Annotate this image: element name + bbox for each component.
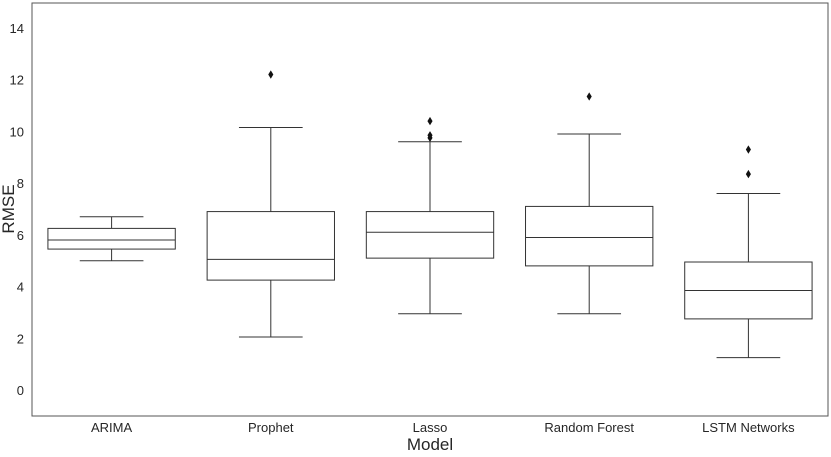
box-group [365, 116, 495, 315]
box-series [47, 70, 813, 359]
box-group [47, 216, 176, 262]
box-iqr [206, 211, 335, 281]
box-group [206, 70, 335, 338]
y-tick-label: 2 [17, 331, 24, 346]
outlier-point [745, 145, 751, 154]
x-axis-title: Model [407, 435, 453, 454]
outlier-point [427, 131, 433, 140]
y-tick-label: 8 [17, 176, 24, 191]
x-tick-label: Lasso [413, 420, 448, 435]
x-tick-label: ARIMA [91, 420, 133, 435]
box-iqr [47, 227, 176, 250]
outlier-point [745, 169, 751, 179]
y-tick-label: 14 [10, 21, 24, 36]
box-group [525, 92, 654, 315]
box-group [684, 145, 813, 359]
y-axis-title: RMSE [0, 184, 18, 233]
y-tick-label: 6 [17, 228, 24, 243]
x-tick-label: Random Forest [544, 420, 634, 435]
outlier-point [268, 70, 274, 79]
y-tick-label: 4 [17, 280, 24, 295]
plot-frame [31, 2, 829, 417]
box-iqr [525, 205, 654, 267]
y-tick-label: 0 [17, 383, 24, 398]
outlier-point [427, 116, 433, 126]
y-tick-label: 10 [10, 124, 24, 139]
x-tick-label: LSTM Networks [702, 420, 795, 435]
x-tick-labels: ARIMA Prophet Lasso Random Forest LSTM Netwo… [91, 420, 795, 435]
box-iqr [365, 211, 495, 259]
outlier-point [586, 92, 592, 101]
y-tick-labels: 0 2 4 6 8 10 12 14 [10, 21, 24, 398]
x-tick-label: Prophet [248, 420, 294, 435]
y-tick-label: 12 [10, 73, 24, 88]
